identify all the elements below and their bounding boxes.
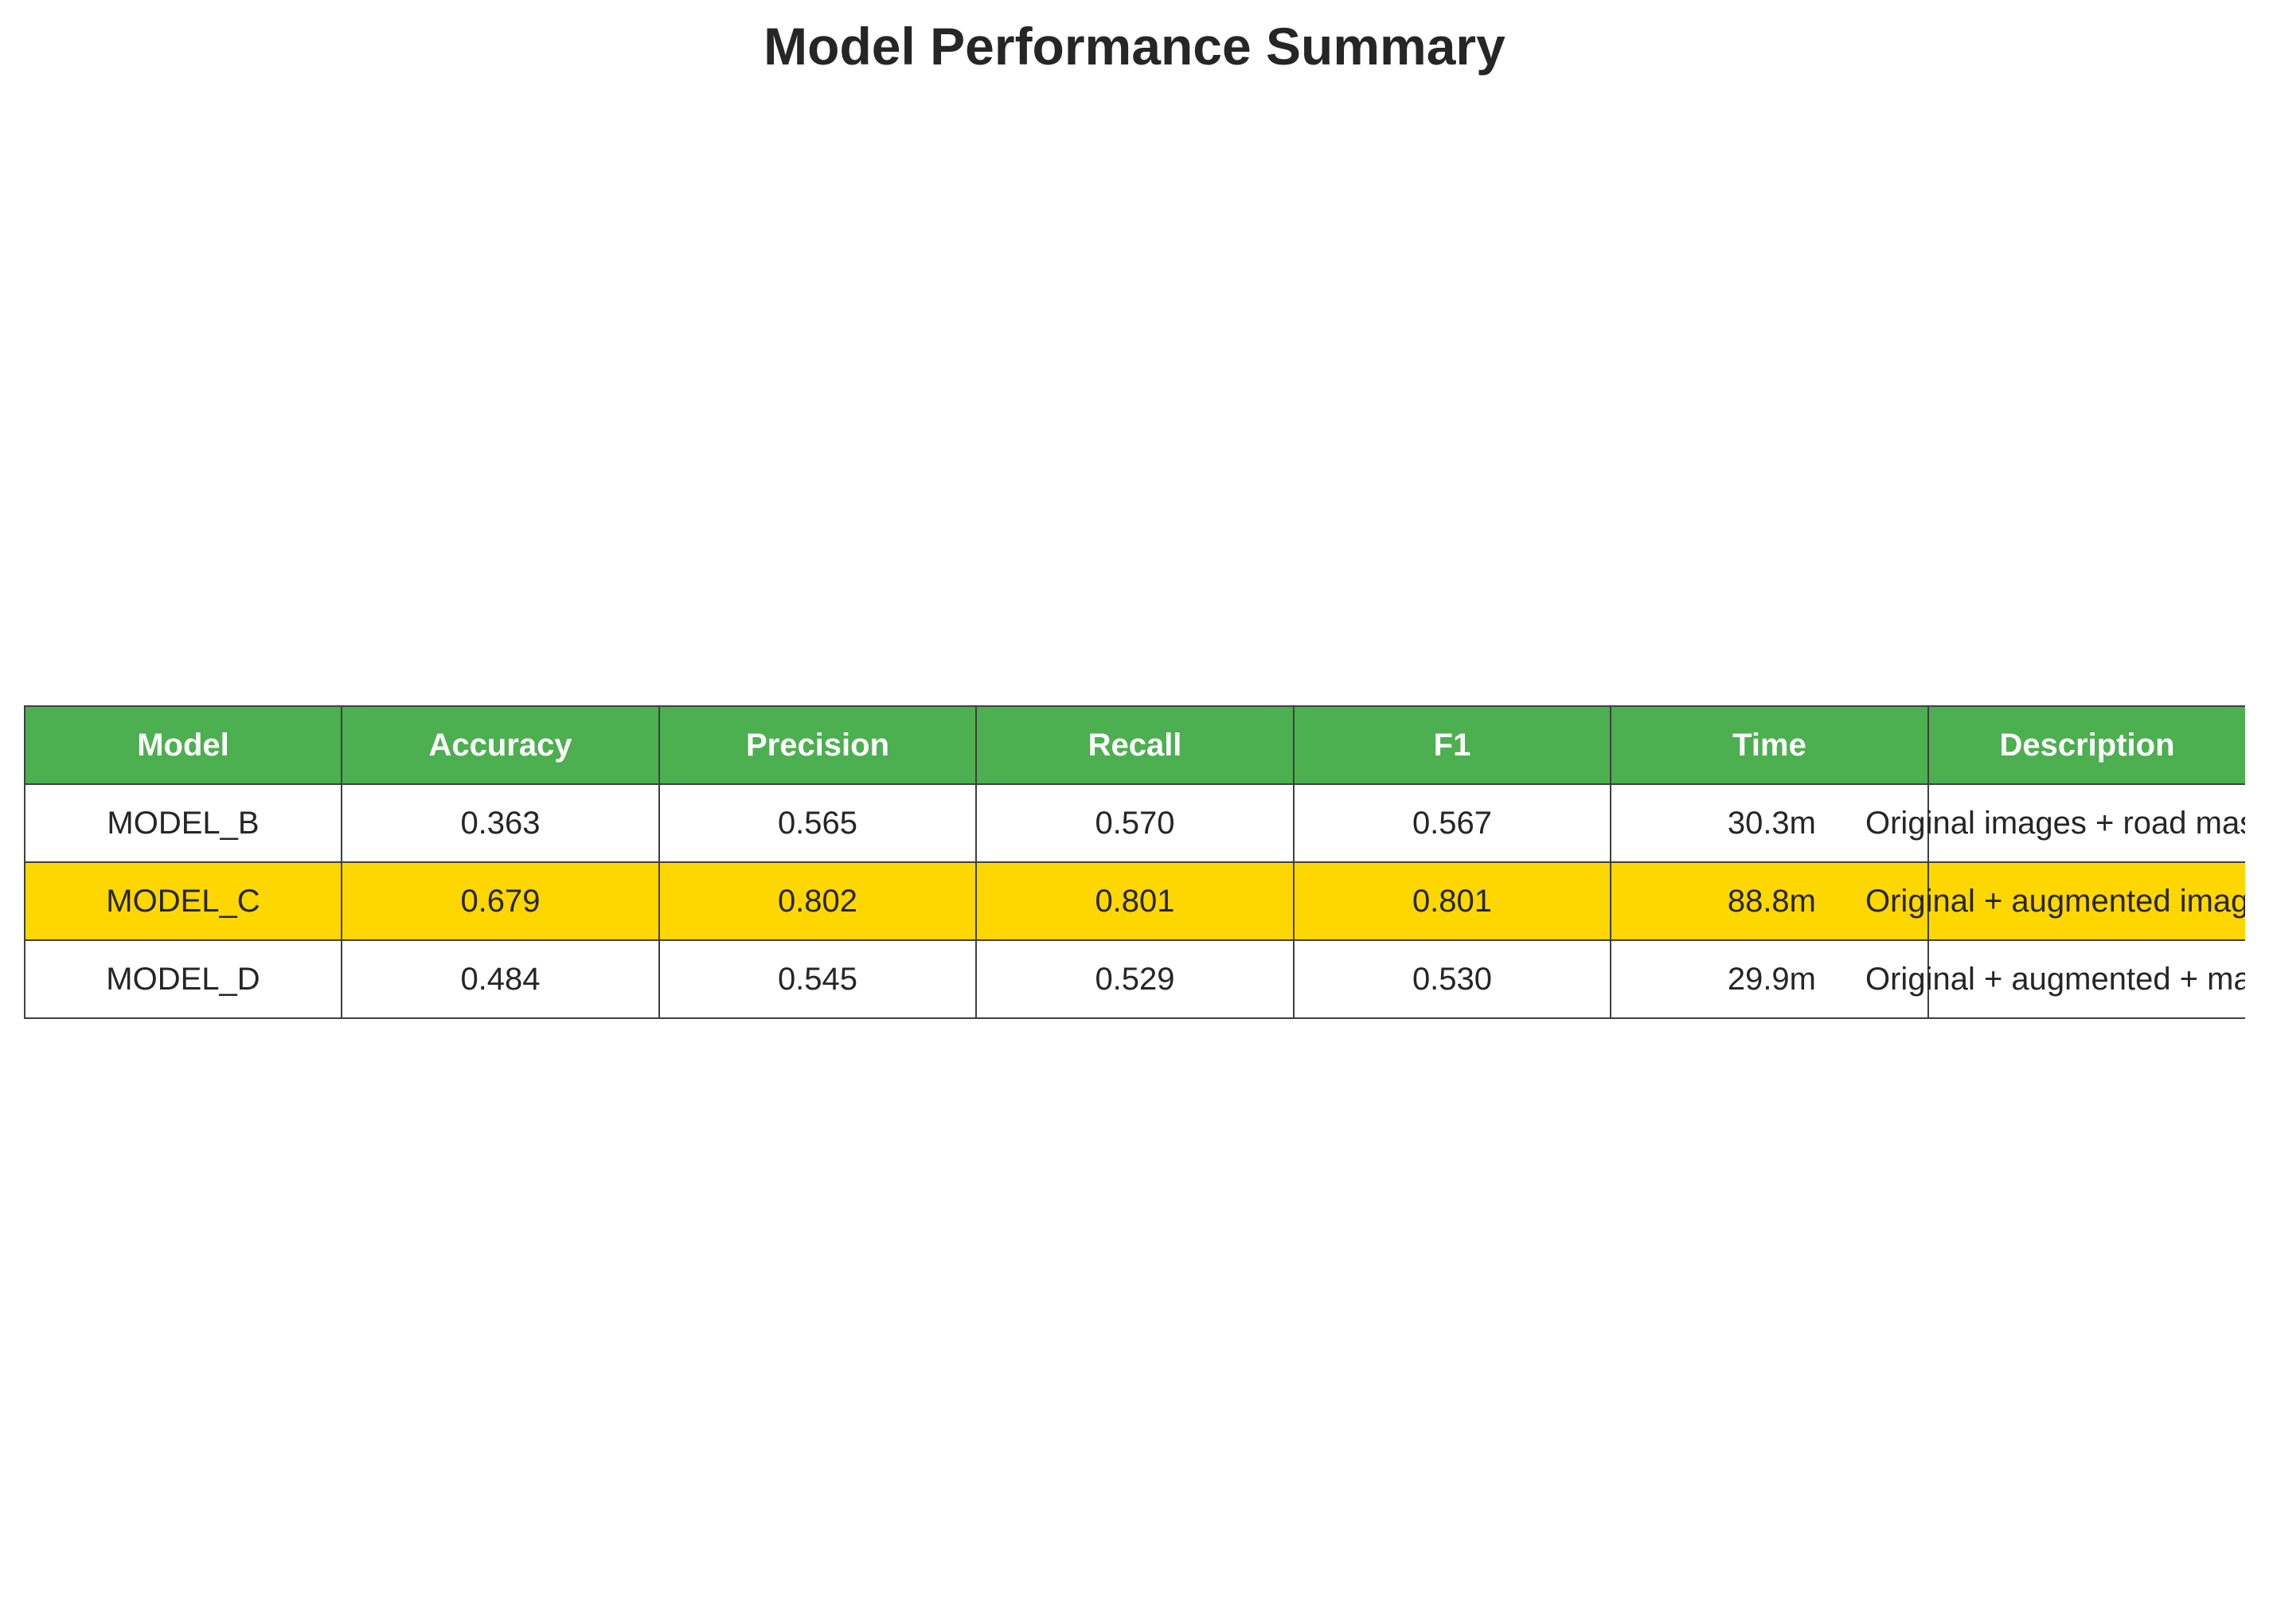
description-text: Original + augmented + mas <box>1865 961 2267 997</box>
cell-description: Original + augmented + mas <box>1865 939 2267 1019</box>
column-header-time: Time <box>1610 705 1929 785</box>
performance-table: Model Accuracy Precision Recall F1 Time … <box>24 705 2267 1019</box>
page-title: Model Performance Summary <box>763 17 1506 76</box>
cell-recall: 0.570 <box>975 783 1295 863</box>
cell-description: Original images + road mas <box>1865 783 2255 863</box>
cell-accuracy: 0.484 <box>341 939 660 1019</box>
column-header-precision: Precision <box>658 705 977 785</box>
cell-precision: 0.565 <box>658 783 977 863</box>
description-text: Original images + road mas <box>1865 805 2256 841</box>
description-text: Original + augmented imag <box>1865 883 2249 919</box>
cell-time: 88.8m <box>1610 861 1929 941</box>
cell-description: Original + augmented imag <box>1865 861 2248 941</box>
column-header-f1: F1 <box>1293 705 1611 785</box>
cell-precision: 0.802 <box>658 861 977 941</box>
cell-f1: 0.801 <box>1293 861 1611 941</box>
cell-precision: 0.545 <box>658 939 977 1019</box>
cell-recall: 0.529 <box>975 939 1295 1019</box>
cell-recall: 0.801 <box>975 861 1295 941</box>
table-header-row: Model Accuracy Precision Recall F1 Time … <box>24 705 2247 785</box>
performance-table-container: Model Accuracy Precision Recall F1 Time … <box>24 705 2267 1019</box>
column-header-recall: Recall <box>975 705 1295 785</box>
table-row: MODEL_D 0.484 0.545 0.529 0.530 29.9m Or… <box>24 939 2267 1019</box>
cell-model: MODEL_C <box>24 861 342 941</box>
column-header-accuracy: Accuracy <box>341 705 660 785</box>
cell-time: 29.9m <box>1610 939 1929 1019</box>
cell-accuracy: 0.679 <box>341 861 660 941</box>
cell-f1: 0.530 <box>1293 939 1611 1019</box>
column-header-model: Model <box>24 705 342 785</box>
table-row: MODEL_C 0.679 0.802 0.801 0.801 88.8m Or… <box>24 861 2248 941</box>
right-edge-clip <box>2245 701 2269 1035</box>
table-row: MODEL_B 0.363 0.565 0.570 0.567 30.3m Or… <box>24 783 2255 863</box>
column-header-description: Description <box>1927 705 2247 785</box>
cell-accuracy: 0.363 <box>341 783 660 863</box>
cell-model: MODEL_D <box>24 939 342 1019</box>
cell-time: 30.3m <box>1610 783 1929 863</box>
cell-model: MODEL_B <box>24 783 342 863</box>
cell-f1: 0.567 <box>1293 783 1611 863</box>
